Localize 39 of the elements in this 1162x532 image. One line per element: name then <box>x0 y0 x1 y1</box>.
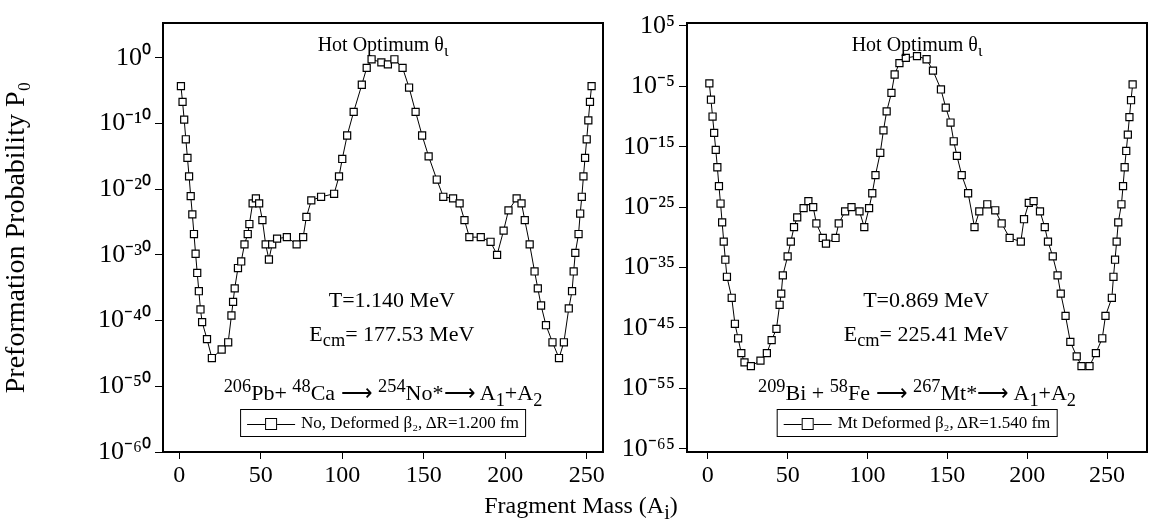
x-tick-label: 100 <box>324 460 361 487</box>
x-tick-label: 50 <box>248 460 273 487</box>
y-axis-title: Preformation Probability P₀ <box>0 81 31 394</box>
y-tick-label: 10⁵ <box>639 9 675 39</box>
legend-label: Mt Deformed β₂, ΔR=1.540 fm <box>837 413 1051 433</box>
annotation: Hot Optimum θ$_{ι}$ <box>851 32 983 60</box>
y-tick-label: 10⁻⁴⁰ <box>97 304 151 334</box>
text: $^{209}$Bi + $^{58}$Fe ⟶ $^{267}$Mt*⟶ A$_{1}$+A$_{2}$ <box>757 375 1077 410</box>
y-tick-label: 10⁻²⁵ <box>623 190 675 220</box>
y-tick-label: 10⁻¹⁵ <box>623 130 675 160</box>
legend-label: No, Deformed β₂, ΔR=1.200 fm <box>301 413 519 433</box>
annotation: T=1.140 MeV <box>328 286 455 312</box>
x-tick-label: 50 <box>775 460 800 487</box>
annotation: T=0.869 MeV <box>863 286 990 312</box>
y-tick-label: 10⁻³⁰ <box>99 238 151 268</box>
text: $^{206}$Pb+ $^{48}$Ca ⟶ $^{254}$No*⟶ A$_{1}$+A$_{2}$ <box>223 375 543 410</box>
y-tick-label: 10⁻³⁵ <box>623 251 675 281</box>
x-tick-label: 150 <box>405 460 442 487</box>
x-tick-label: 250 <box>1089 460 1126 487</box>
annotation: E$_{cm}$= 225.41 MeV <box>843 321 1009 351</box>
x-tick-label: 200 <box>1009 460 1046 487</box>
y-tick-label: 10⁻⁶⁰ <box>97 435 151 465</box>
y-tick-label: 10⁻¹⁰ <box>99 107 151 137</box>
annotation: Hot Optimum θ$_{ι}$ <box>317 32 449 60</box>
x-tick-label: 0 <box>701 460 714 487</box>
y-tick-label: 10⁻⁵ <box>630 70 675 100</box>
x-tick-label: 100 <box>849 460 886 487</box>
x-tick-label: 200 <box>487 460 524 487</box>
y-tick-label: 10⁻⁶⁵ <box>621 432 675 462</box>
x-tick-label: 0 <box>173 460 186 487</box>
y-tick-label: 10⁻⁵⁵ <box>621 372 675 402</box>
y-tick-label: 10⁰ <box>116 41 151 71</box>
annotation: E$_{cm}$= 177.53 MeV <box>309 321 475 351</box>
x-tick-label: 250 <box>568 460 605 487</box>
y-tick-label: 10⁻²⁰ <box>99 173 151 203</box>
y-tick-label: 10⁻⁴⁵ <box>621 311 675 341</box>
y-tick-label: 10⁻⁵⁰ <box>97 370 151 400</box>
x-tick-label: 150 <box>929 460 966 487</box>
x-axis-title: Fragment Mass (A$_{i}$) <box>483 492 679 524</box>
